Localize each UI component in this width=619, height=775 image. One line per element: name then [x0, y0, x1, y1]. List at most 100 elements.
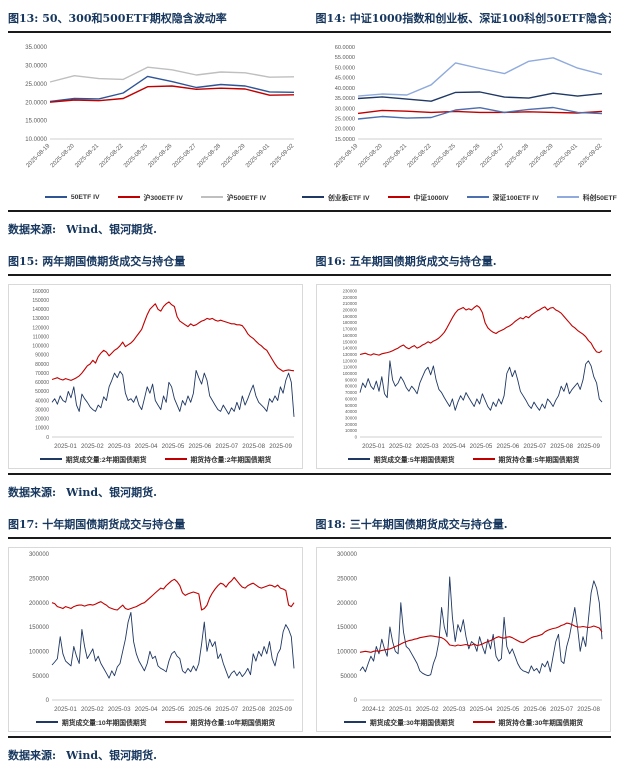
legend-line-swatch: [466, 196, 489, 198]
legend-item: 期货持仓量:2年期国债期货: [164, 454, 271, 464]
y-axis-tick-label: 170000: [342, 327, 357, 332]
x-axis-tick-label: 2025-08-22: [98, 143, 124, 169]
series-line: [357, 57, 602, 97]
legend-label: 科创50ETF IV: [582, 195, 619, 202]
y-axis-tick-label: 130000: [32, 316, 49, 322]
legend-label: 期货成交量:5年期国债期货: [373, 457, 455, 464]
y-axis-tick-label: 30000: [35, 407, 49, 413]
divider-rule: [8, 210, 611, 212]
figure-16-title: 图16: 五年期国债期货成交与持仓量.: [315, 255, 497, 268]
series-line: [51, 576, 294, 611]
y-axis-tick-label: 55.0000: [334, 55, 354, 61]
y-axis-tick-label: 130000: [342, 352, 357, 357]
figure-15-title: 图15: 两年期国债期货成交与持仓量: [8, 255, 186, 268]
x-axis-tick-label: 2025-02: [80, 443, 103, 450]
x-axis-tick-label: 2025-01: [388, 706, 411, 713]
y-axis-tick-label: 50000: [32, 674, 49, 680]
x-axis-tick-label: 2025-05: [496, 706, 519, 713]
y-axis-tick-label: 80000: [35, 362, 49, 368]
legend-line-swatch: [556, 196, 579, 198]
figure-14-title: 图14: 中证1000指数和创业板、深证100科创50ETF隐含波动率.: [315, 12, 612, 25]
y-axis-tick-label: 220000: [342, 295, 357, 300]
y-axis-tick-label: 60.0000: [334, 45, 354, 51]
data-source-text: Wind、银河期货.: [66, 749, 157, 762]
legend-label: 创业板ETF IV: [327, 195, 370, 202]
y-axis-tick-label: 200000: [342, 308, 357, 313]
x-axis-tick-label: 2025-08: [577, 706, 600, 713]
legend-item: 深证100ETF IV: [466, 192, 539, 202]
futures-chart-legend: 期货成交量:2年期国债期货 期货持仓量:2年期国债期货: [39, 453, 271, 468]
legend-label: 沪300ETF IV: [143, 195, 183, 202]
x-axis-tick-label: 2025-08: [242, 706, 265, 713]
chart-30y-bond-futures: 0 50000 100000 150000 200000 250000 300000 2024…: [316, 547, 611, 732]
legend-item: 沪300ETF IV: [117, 192, 183, 202]
chart-pair: 0 50000 100000 150000 200000 250000 300000 2025…: [8, 539, 611, 736]
x-axis-tick-label: 2025-08-28: [196, 143, 222, 169]
x-axis-tick-label: 2025-07: [523, 443, 546, 450]
y-axis-tick-label: 20.0000: [334, 127, 354, 133]
x-axis-tick-label: 2025-08-20: [49, 143, 75, 169]
y-axis-tick-label: 40.0000: [334, 86, 354, 92]
data-source: 数据来源: Wind、银河期货.: [8, 738, 611, 775]
chart-5y-bond-futures: 0 10000 20000 30000 40000 50000 60000 70000 8000…: [316, 284, 611, 469]
x-axis-tick-label: 2025-09: [269, 443, 292, 450]
y-axis-tick-label: 100000: [336, 649, 357, 655]
legend-item: 期货成交量:30年期国债期货: [343, 717, 455, 727]
y-axis-tick-label: 50000: [35, 389, 49, 395]
figure-row-2: 图15: 两年期国债期货成交与持仓量 图16: 五年期国债期货成交与持仓量. 0…: [8, 253, 611, 512]
divider-rule: [8, 736, 611, 738]
iv-chart-plot: 10.0000 15.0000 20.0000 25.0000 30.0000 35.00…: [25, 45, 296, 169]
x-axis-tick-label: 2025-08-22: [406, 143, 432, 169]
futures-chart-legend: 期货成交量:5年期国债期货 期货持仓量:5年期国债期货: [347, 453, 579, 468]
figure-row-1: 图13: 50、300和500ETF期权隐含波动率 图14: 中证1000指数和…: [8, 10, 619, 249]
y-axis-tick-label: 120000: [342, 358, 357, 363]
legend-label: 沪500ETF IV: [226, 195, 267, 202]
y-axis-tick-label: 70000: [35, 371, 49, 377]
series-line: [49, 85, 294, 103]
y-axis-tick-label: 0: [45, 698, 49, 704]
x-axis-tick-label: 2025-08-19: [333, 143, 359, 169]
chart-etf-iv-1000-cyb-sz100-kc50: 15.0000 20.0000 25.0000 30.0000 35.0000 40.00…: [301, 41, 619, 206]
y-axis-tick-label: 20.0000: [25, 100, 47, 106]
y-axis-tick-label: 10000: [35, 426, 49, 432]
x-axis-tick-label: 2025-07: [215, 706, 238, 713]
x-axis-tick-label: 2025-06: [496, 443, 519, 450]
x-axis-tick-label: 2025-05: [469, 443, 492, 450]
y-axis-tick-label: 300000: [28, 552, 49, 558]
y-axis-tick-label: 45.0000: [334, 76, 354, 82]
y-axis-tick-label: 20000: [345, 422, 358, 427]
chart-10y-bond-futures: 0 50000 100000 150000 200000 250000 300000 2025…: [8, 547, 303, 732]
legend-line-swatch: [164, 458, 187, 460]
y-axis-tick-label: 15.0000: [334, 137, 354, 143]
legend-line-swatch: [472, 458, 495, 460]
y-axis-tick-label: 0: [354, 435, 357, 440]
series-line: [359, 622, 602, 653]
iv-chart-plot: 15.0000 20.0000 25.0000 30.0000 35.0000 40.00…: [333, 45, 603, 169]
x-axis-tick-label: 2025-09-02: [577, 143, 603, 169]
legend-item: 中证1000IV: [387, 192, 449, 202]
x-axis-tick-label: 2025-04: [469, 706, 492, 713]
y-axis-tick-label: 40000: [35, 398, 49, 404]
divider-rule: [8, 537, 611, 539]
series-line: [359, 576, 602, 677]
y-axis-tick-label: 60000: [35, 380, 49, 386]
x-axis-tick-label: 2025-02: [80, 706, 103, 713]
y-axis-tick-label: 110000: [32, 334, 49, 340]
data-source-text: Wind、银河期货.: [66, 223, 157, 236]
x-axis-tick-label: 2025-01: [362, 443, 385, 450]
y-axis-tick-label: 250000: [28, 576, 49, 582]
legend-line-swatch: [39, 458, 62, 460]
x-axis-tick-label: 2025-08: [242, 443, 265, 450]
y-axis-tick-label: 35.0000: [25, 45, 47, 51]
y-axis-tick-label: 160000: [342, 333, 357, 338]
y-axis-tick-label: 10000: [345, 428, 358, 433]
y-axis-tick-label: 150000: [28, 625, 49, 631]
x-axis-tick-label: 2025-02: [388, 443, 411, 450]
y-axis-tick-label: 250000: [336, 576, 357, 582]
legend-line-swatch: [301, 196, 324, 198]
x-axis-tick-label: 2025-08-26: [147, 143, 173, 169]
series-line: [357, 91, 602, 102]
x-axis-tick-label: 2025-05: [161, 706, 184, 713]
series-line: [359, 305, 602, 356]
x-axis-tick-label: 2025-01: [54, 443, 77, 450]
